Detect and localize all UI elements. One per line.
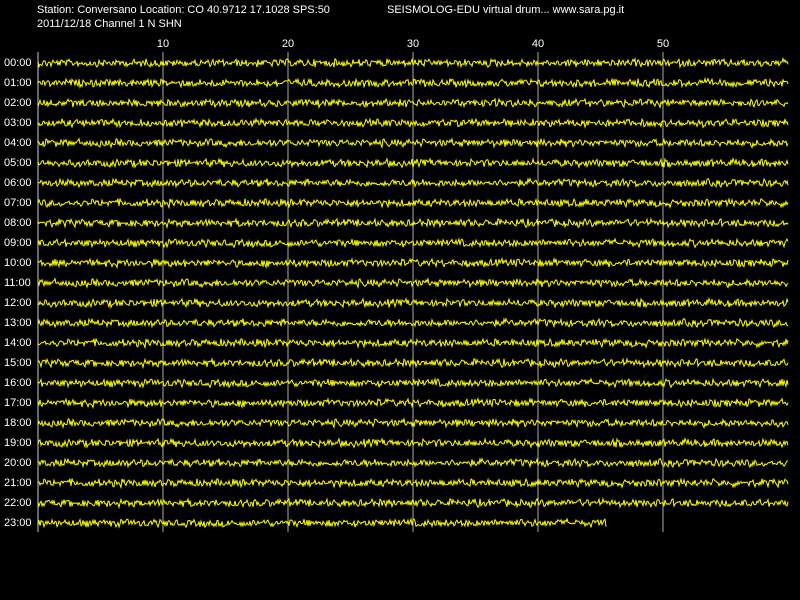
trace bbox=[37, 256, 789, 270]
trace bbox=[37, 137, 789, 149]
row-label: 00:00 bbox=[4, 57, 32, 69]
trace bbox=[37, 396, 789, 410]
row-label: 04:00 bbox=[4, 137, 32, 149]
row-label: 18:00 bbox=[4, 417, 32, 429]
trace bbox=[37, 417, 789, 429]
x-tick-label: 30 bbox=[407, 38, 419, 50]
x-tick-label: 10 bbox=[157, 38, 169, 50]
row-label: 22:00 bbox=[4, 497, 32, 509]
row-label: 06:00 bbox=[4, 177, 32, 189]
row-label: 16:00 bbox=[4, 377, 32, 389]
row-label: 09:00 bbox=[4, 237, 32, 249]
row-label: 14:00 bbox=[4, 337, 32, 349]
row-label: 08:00 bbox=[4, 217, 32, 229]
date-channel: 2011/12/18 Channel 1 N SHN bbox=[37, 18, 182, 30]
x-tick-label: 40 bbox=[532, 38, 544, 50]
row-label: 15:00 bbox=[4, 357, 32, 369]
row-label: 19:00 bbox=[4, 437, 32, 449]
program-info: SEISMOLOG-EDU virtual drum... www.sara.p… bbox=[387, 4, 624, 16]
trace bbox=[37, 297, 789, 309]
row-label: 20:00 bbox=[4, 457, 32, 469]
trace bbox=[37, 177, 789, 189]
row-label: 21:00 bbox=[4, 477, 32, 489]
row-label: 12:00 bbox=[4, 297, 32, 309]
trace bbox=[37, 237, 789, 249]
row-label: 17:00 bbox=[4, 397, 32, 409]
trace bbox=[37, 97, 789, 110]
trace bbox=[37, 437, 789, 449]
trace bbox=[37, 277, 789, 289]
trace bbox=[37, 117, 789, 129]
row-label: 13:00 bbox=[4, 317, 32, 329]
trace bbox=[37, 197, 789, 210]
row-label: 11:00 bbox=[4, 277, 31, 289]
row-label: 07:00 bbox=[4, 197, 32, 209]
trace bbox=[37, 357, 789, 370]
trace bbox=[37, 517, 607, 529]
trace bbox=[37, 377, 789, 389]
trace bbox=[37, 217, 789, 230]
trace bbox=[37, 337, 789, 350]
row-label: 05:00 bbox=[4, 157, 32, 169]
trace bbox=[37, 157, 789, 169]
trace bbox=[37, 477, 789, 490]
trace bbox=[37, 497, 789, 510]
row-label: 01:00 bbox=[4, 77, 32, 89]
row-label: 02:00 bbox=[4, 97, 32, 109]
trace bbox=[37, 76, 789, 89]
station-info: Station: Conversano Location: CO 40.9712… bbox=[37, 4, 330, 16]
row-label: 10:00 bbox=[4, 257, 32, 269]
x-tick-label: 50 bbox=[657, 38, 669, 50]
row-label: 03:00 bbox=[4, 117, 32, 129]
row-label: 23:00 bbox=[4, 517, 32, 529]
trace bbox=[37, 457, 789, 469]
x-tick-label: 20 bbox=[282, 38, 294, 50]
trace bbox=[37, 317, 789, 329]
trace bbox=[37, 56, 789, 69]
